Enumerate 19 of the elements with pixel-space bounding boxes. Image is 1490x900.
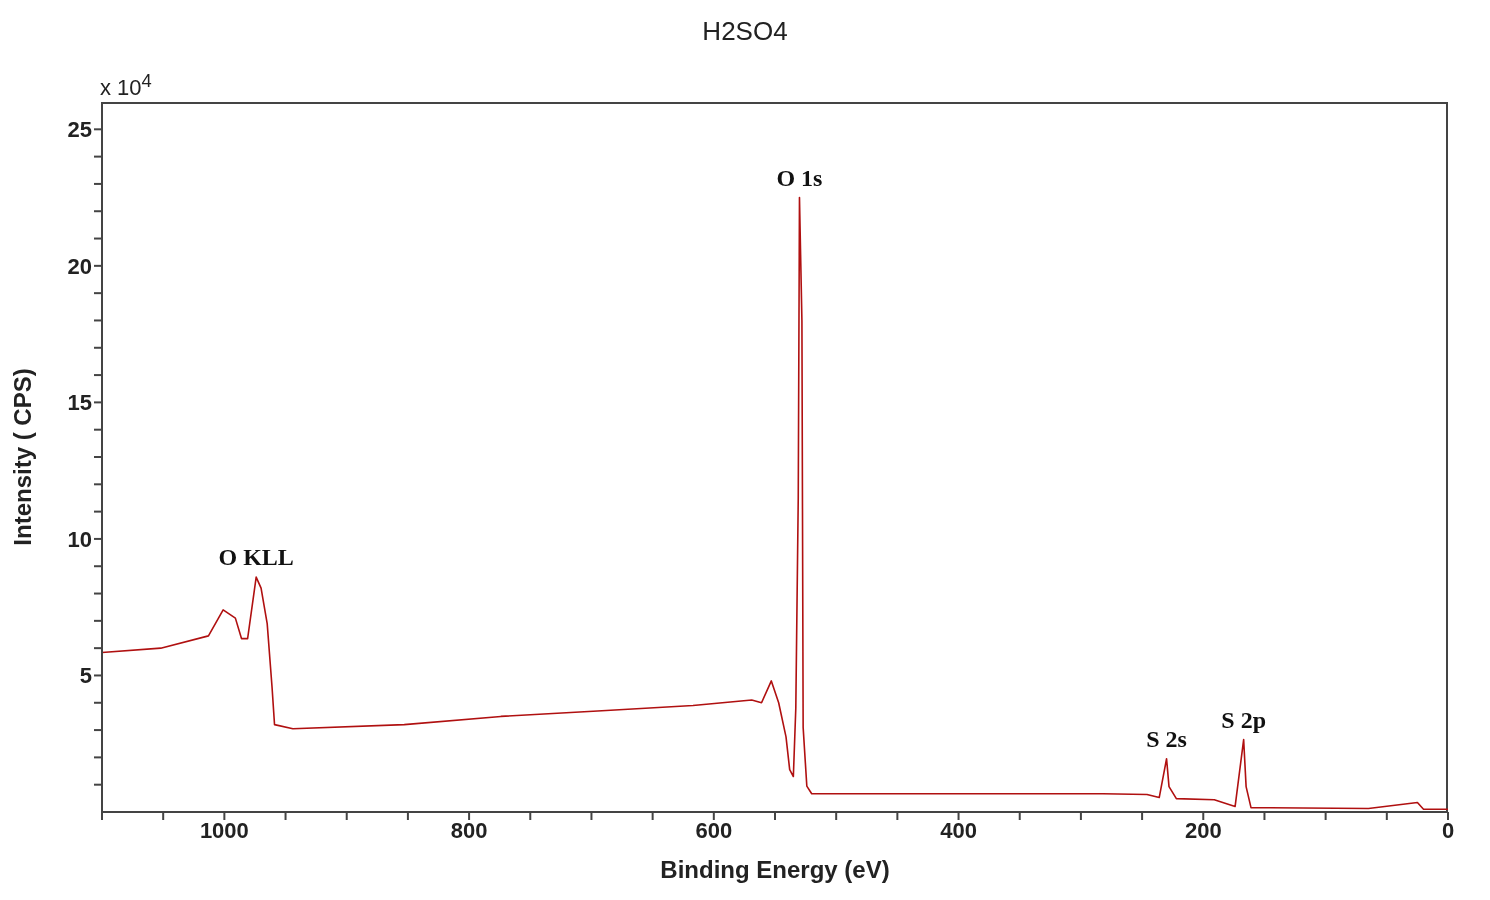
y-axis-title: Intensity ( CPS): [8, 368, 36, 546]
annotation: S 2p: [1221, 706, 1266, 733]
text: x 10$^{4}$: [100, 70, 152, 102]
x-axis-title: Binding Energy (eV): [660, 856, 890, 883]
y-tick-label: 5: [79, 663, 92, 689]
annotation: S 2s: [1146, 725, 1187, 752]
y-tick-label: 15: [67, 390, 92, 416]
x-tick-label: 600: [695, 817, 733, 843]
annotation: O KLL: [218, 544, 294, 571]
y-tick-label: 10: [67, 526, 92, 552]
x-tick-label: 200: [1184, 817, 1222, 843]
x-tick-label: 1000: [199, 817, 249, 843]
y-tick-label: 20: [67, 253, 92, 279]
annotation: O 1s: [776, 164, 823, 191]
y-tick-label: 25: [67, 117, 92, 143]
x-tick-label: 400: [940, 817, 977, 843]
x-tick-label: 0: [1441, 817, 1455, 843]
x-tick-label: 800: [450, 817, 488, 843]
chart-title: H2SO4: [701, 16, 789, 47]
